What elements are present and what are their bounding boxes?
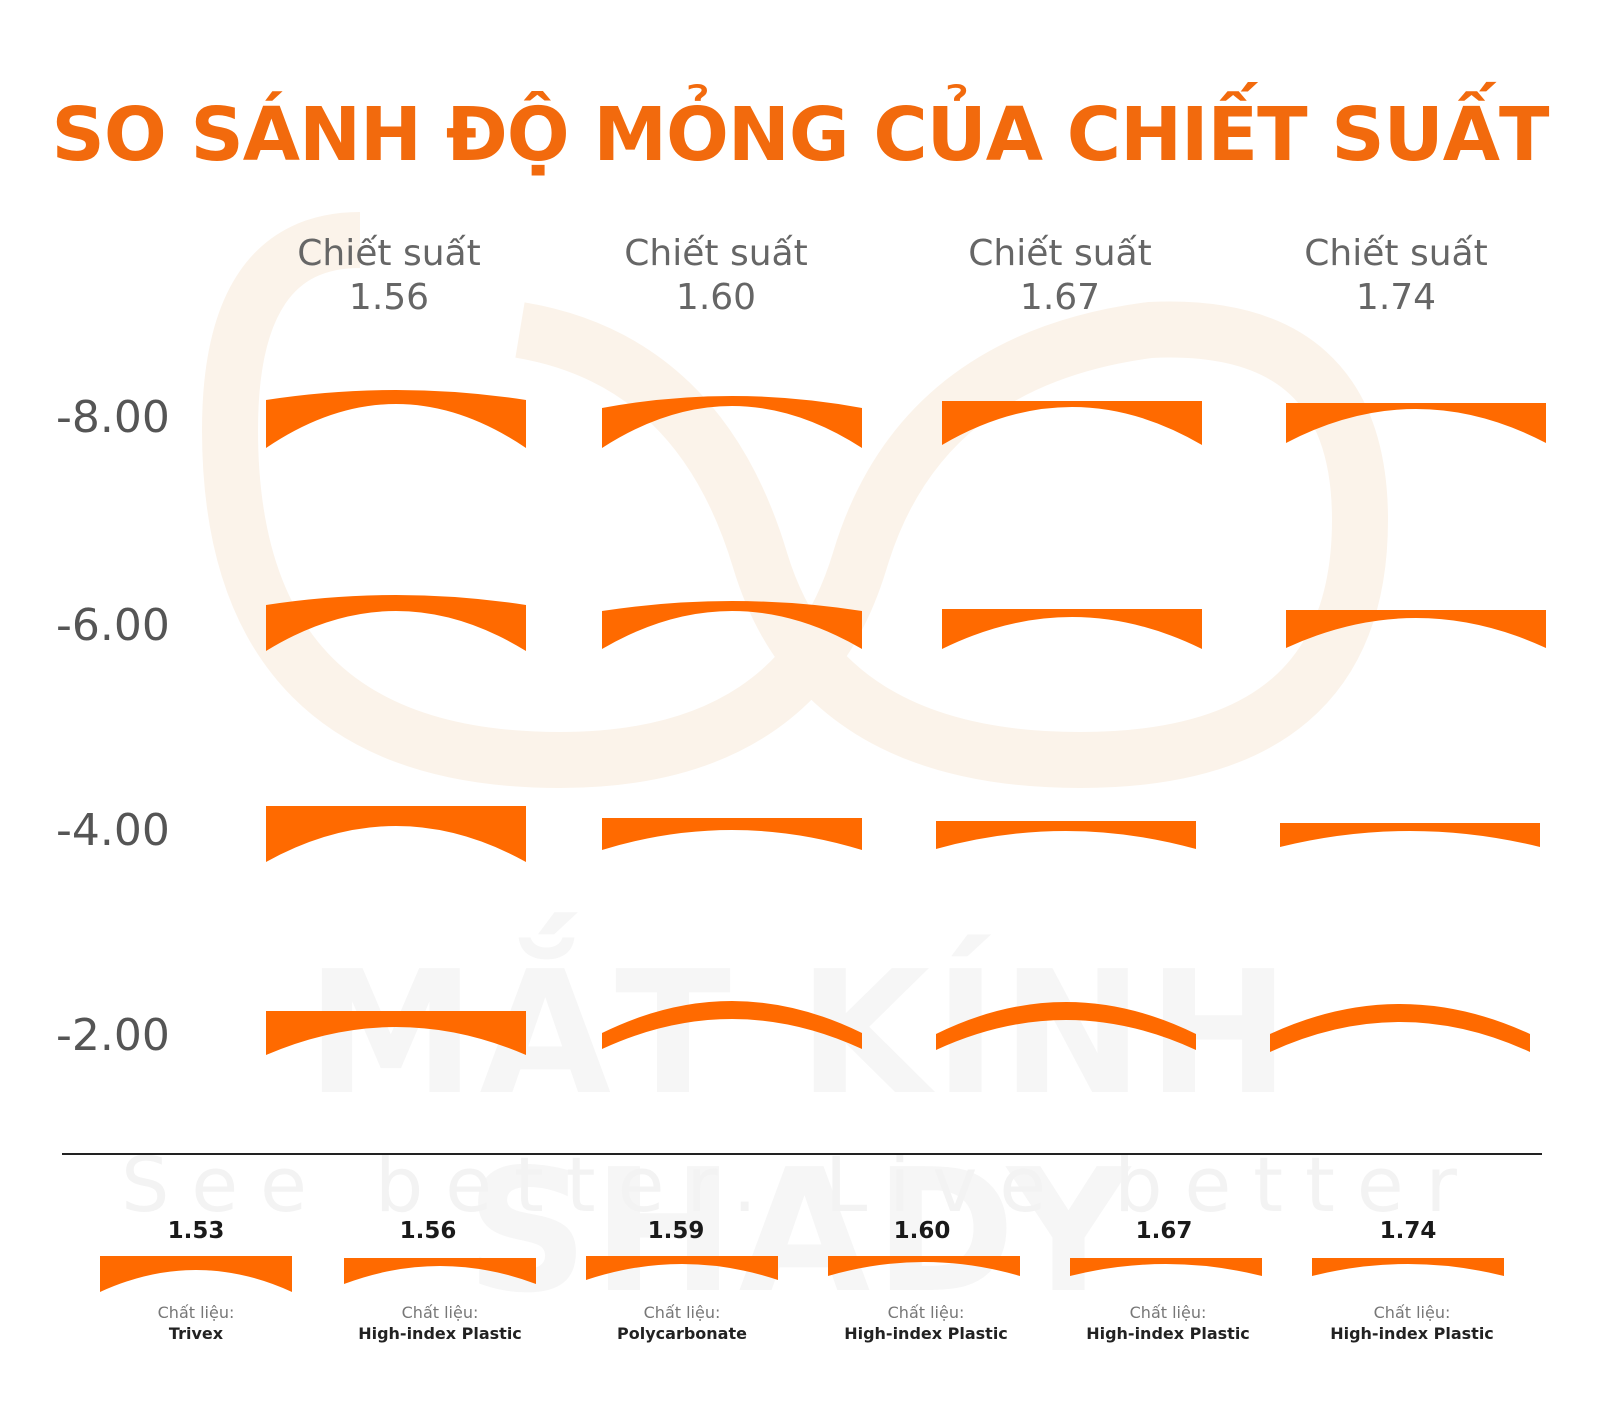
- lens-row1-col4: [1286, 403, 1546, 443]
- lens-row4-col3: [936, 1002, 1196, 1050]
- material-caption-2: Chất liệu: High-index Plastic: [358, 1303, 522, 1343]
- lens-row2-col3: [942, 609, 1202, 649]
- material-caption-5: Chất liệu: High-index Plastic: [1086, 1303, 1250, 1343]
- lens-row3-col1: [266, 806, 526, 862]
- material-index-1: 1.53: [167, 1218, 225, 1244]
- lens-row4-col4: [1270, 1004, 1530, 1052]
- material-lens-2: [344, 1258, 536, 1284]
- divider: [62, 1153, 1542, 1155]
- row-label-minus-6: -6.00: [56, 600, 170, 651]
- lens-row1-col2: [602, 396, 862, 448]
- lens-row2-col4: [1286, 610, 1546, 648]
- material-caption-6: Chất liệu: High-index Plastic: [1330, 1303, 1494, 1343]
- material-index-4: 1.60: [893, 1218, 951, 1244]
- material-lens-3: [586, 1256, 778, 1280]
- material-caption-4: Chất liệu: High-index Plastic: [844, 1303, 1008, 1343]
- material-index-3: 1.59: [647, 1218, 705, 1244]
- material-index-5: 1.67: [1135, 1218, 1193, 1244]
- column-head-4: Chiết suất 1.74: [1304, 233, 1488, 318]
- material-lens-1: [100, 1256, 292, 1292]
- page-title: SO SÁNH ĐỘ MỎNG CỦA CHIẾT SUẤT: [51, 92, 1550, 178]
- material-index-6: 1.74: [1379, 1218, 1437, 1244]
- row-label-minus-8: -8.00: [56, 392, 170, 443]
- material-index-2: 1.56: [399, 1218, 457, 1244]
- column-head-1: Chiết suất 1.56: [297, 233, 481, 318]
- row-label-minus-2: -2.00: [56, 1010, 170, 1061]
- lens-row3-col4: [1280, 823, 1540, 847]
- lens-row4-col1: [266, 1011, 526, 1055]
- material-lens-5: [1070, 1258, 1262, 1276]
- lens-row2-col2: [602, 601, 862, 649]
- material-caption-3: Chất liệu: Polycarbonate: [617, 1303, 747, 1343]
- column-head-3: Chiết suất 1.67: [968, 233, 1152, 318]
- material-caption-1: Chất liệu: Trivex: [157, 1303, 235, 1343]
- material-lens-6: [1312, 1258, 1504, 1276]
- watermark-brand: MẮT KÍNH SHADY: [306, 935, 1294, 1331]
- row-label-minus-4: -4.00: [56, 805, 170, 856]
- material-lens-4: [828, 1256, 1020, 1276]
- column-head-2: Chiết suất 1.60: [624, 233, 808, 318]
- lens-row2-col1: [266, 595, 526, 651]
- lens-row1-col3: [942, 401, 1202, 445]
- lens-row3-col3: [936, 821, 1196, 849]
- lens-row3-col2: [602, 818, 862, 850]
- lens-row1-col1: [266, 390, 526, 448]
- lens-row4-col2: [602, 1001, 862, 1049]
